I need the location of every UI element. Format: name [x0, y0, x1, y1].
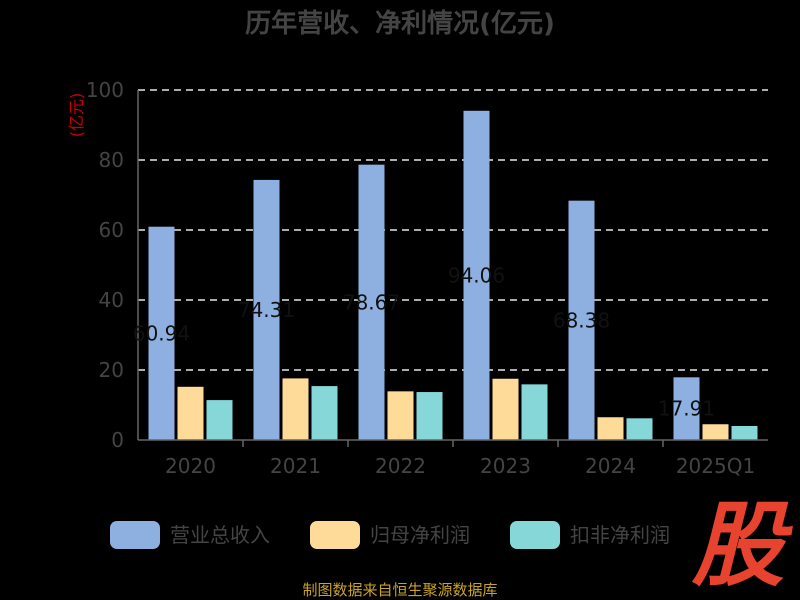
bars — [148, 110, 758, 441]
bar — [148, 226, 175, 440]
legend-swatch — [310, 521, 360, 549]
x-tick-label: 2023 — [480, 454, 531, 478]
bar — [702, 424, 729, 440]
bar — [673, 377, 700, 440]
grid-lines — [138, 89, 768, 371]
legend-swatch — [110, 521, 160, 549]
data-label: 74.31 — [238, 298, 295, 322]
legend-swatch — [510, 521, 560, 549]
bar — [731, 426, 758, 440]
bar — [626, 418, 653, 440]
y-tick-label: 100 — [86, 78, 124, 102]
bar — [358, 164, 385, 440]
legend: 营业总收入 归母净利润 扣非净利润 — [110, 521, 670, 549]
data-labels: 60.94 74.31 78.67 94.06 68.38 17.91 — [133, 263, 715, 420]
y-axis-unit: (亿元) — [67, 93, 86, 138]
x-tick-label: 2025Q1 — [676, 454, 755, 478]
x-tick-label: 2024 — [585, 454, 636, 478]
data-label: 68.38 — [553, 308, 610, 332]
y-tick-label: 60 — [99, 218, 124, 242]
data-label: 60.94 — [133, 321, 190, 345]
bar — [568, 200, 595, 440]
bar — [416, 392, 443, 440]
data-label: 94.06 — [448, 263, 505, 287]
y-tick-label: 80 — [99, 148, 124, 172]
legend-label: 营业总收入 — [170, 523, 270, 547]
x-axis: 2020 2021 2022 2023 2024 2025Q1 — [137, 90, 768, 478]
y-tick-label: 0 — [111, 428, 124, 452]
x-tick-label: 2022 — [375, 454, 426, 478]
bar — [253, 179, 280, 441]
legend-label: 扣非净利润 — [570, 523, 670, 547]
legend-label: 归母净利润 — [370, 523, 470, 547]
bar — [492, 378, 519, 440]
data-label: 17.91 — [658, 397, 715, 421]
y-tick-label: 20 — [99, 358, 124, 382]
data-source-note: 制图数据来自恒生聚源数据库 — [302, 581, 497, 599]
bar — [206, 400, 233, 440]
chart-title: 历年营收、净利情况(亿元) — [245, 8, 555, 39]
bar — [387, 391, 414, 440]
y-tick-label: 40 — [99, 288, 124, 312]
bar — [463, 110, 490, 440]
x-tick-label: 2021 — [270, 454, 321, 478]
x-tick-label: 2020 — [165, 454, 216, 478]
bar — [311, 386, 338, 440]
y-axis-ticks: 0 20 40 60 80 100 — [86, 78, 124, 452]
bar — [282, 378, 309, 440]
bar — [597, 417, 624, 440]
logo-icon: 股 — [691, 492, 793, 599]
data-label: 78.67 — [343, 290, 400, 314]
bar — [521, 384, 548, 440]
bar — [177, 386, 204, 440]
